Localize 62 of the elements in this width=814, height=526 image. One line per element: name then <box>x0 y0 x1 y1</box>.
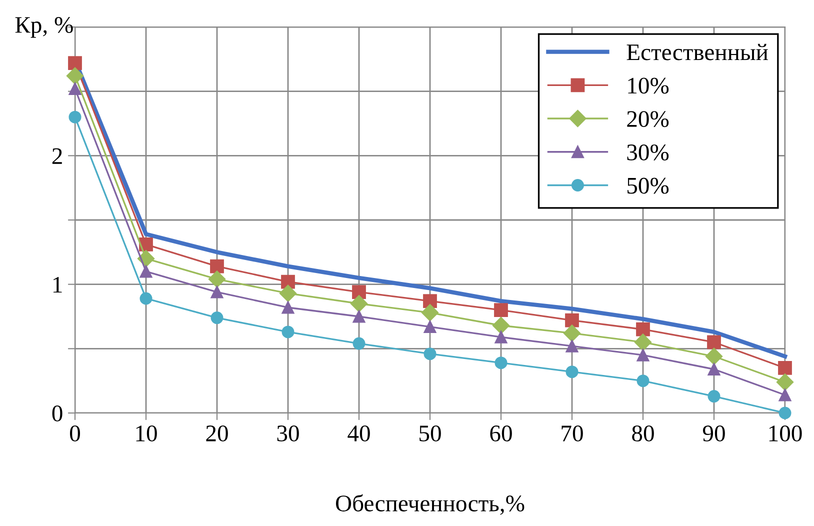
point <box>494 303 508 318</box>
point <box>636 322 650 336</box>
point <box>281 274 295 289</box>
x-tick-label: 30 <box>277 425 299 442</box>
x-tick-label: 100 <box>769 425 802 442</box>
point <box>210 259 224 274</box>
x-tick-label: 60 <box>490 425 512 442</box>
point <box>708 363 720 376</box>
x-axis-title: Обеспеченность,% <box>336 494 524 515</box>
x-tick-label: 70 <box>562 425 583 442</box>
point <box>282 301 294 314</box>
y-axis-title: Кр, % <box>15 16 73 38</box>
point <box>139 238 153 252</box>
point <box>352 285 366 299</box>
point <box>778 361 792 375</box>
point <box>634 334 652 351</box>
legend-label: 20% <box>627 111 669 128</box>
point <box>778 388 792 402</box>
legend-label: 30% <box>627 144 669 160</box>
point <box>68 110 82 124</box>
point <box>708 390 720 403</box>
point <box>140 265 152 278</box>
legend-label: 10% <box>628 78 669 94</box>
legend-label: Естественный <box>626 44 768 60</box>
point <box>776 374 794 391</box>
point <box>565 313 579 328</box>
point <box>424 348 436 360</box>
point <box>68 56 82 70</box>
y-tick-label: 2 <box>52 148 62 164</box>
point <box>66 67 84 84</box>
point <box>424 320 436 334</box>
point <box>492 316 510 334</box>
point <box>210 312 224 324</box>
y-tick-label: 0 <box>52 405 62 422</box>
point <box>566 366 578 378</box>
point <box>282 326 294 338</box>
y-tick-label: 1 <box>53 276 62 293</box>
point <box>352 310 366 323</box>
x-tick-label: 80 <box>632 425 654 442</box>
point <box>566 340 578 352</box>
point <box>636 374 650 388</box>
point <box>208 270 226 288</box>
point <box>423 294 437 308</box>
x-tick-label: 20 <box>206 425 228 442</box>
point <box>563 324 581 342</box>
point <box>636 348 650 362</box>
point <box>279 284 297 302</box>
legend-label: 50% <box>628 178 669 194</box>
point <box>350 295 368 312</box>
point <box>421 304 439 322</box>
point <box>494 330 508 344</box>
point <box>352 337 366 350</box>
x-tick-label: 0 <box>70 425 80 442</box>
x-tick-label: 40 <box>348 425 370 442</box>
point <box>494 356 508 370</box>
point <box>210 286 224 298</box>
point <box>140 292 152 305</box>
x-tick-label: 10 <box>136 425 157 442</box>
x-tick-label: 90 <box>702 425 725 442</box>
point <box>705 348 723 365</box>
point <box>707 335 721 350</box>
x-tick-label: 50 <box>420 425 441 442</box>
